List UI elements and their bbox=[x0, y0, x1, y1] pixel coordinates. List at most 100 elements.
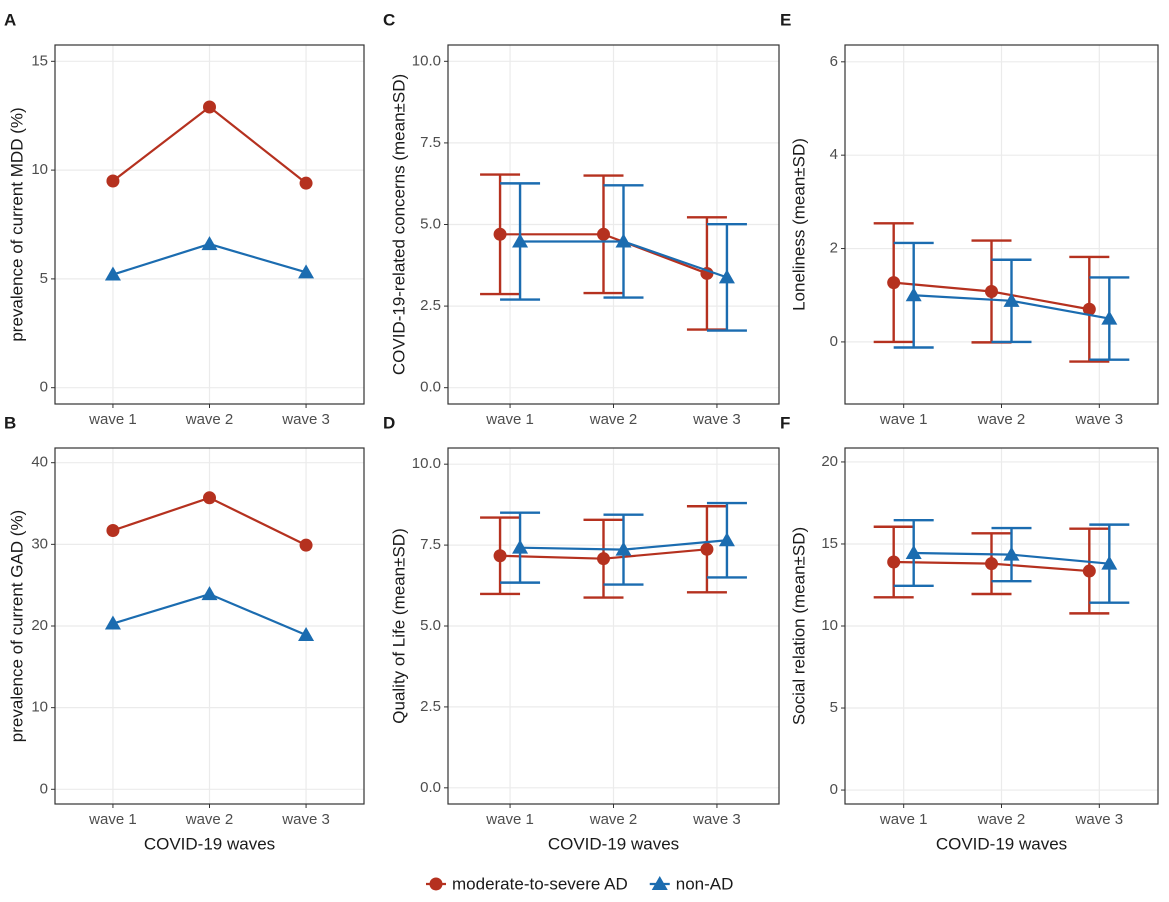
y-tick-label: 10.0 bbox=[412, 455, 441, 472]
y-tick-label: 2 bbox=[830, 240, 838, 257]
y-tick-label: 0 bbox=[830, 333, 838, 350]
x-tick-label: wave 2 bbox=[977, 811, 1026, 828]
y-tick-label: 15 bbox=[821, 535, 838, 552]
point bbox=[299, 538, 313, 552]
point bbox=[203, 100, 216, 114]
point bbox=[106, 523, 120, 537]
x-tick-label: wave 2 bbox=[589, 811, 638, 828]
y-tick-label: 4 bbox=[830, 146, 838, 163]
x-tick-label: wave 2 bbox=[589, 411, 638, 428]
point bbox=[512, 233, 529, 248]
plot-border bbox=[447, 44, 780, 405]
plot-border bbox=[844, 44, 1159, 405]
panel-label: B bbox=[4, 413, 16, 432]
y-tick-label: 7.5 bbox=[420, 134, 441, 151]
point bbox=[887, 555, 901, 569]
y-tick-label: 2.5 bbox=[420, 698, 441, 715]
point bbox=[298, 626, 315, 641]
x-tick-label: wave 2 bbox=[185, 811, 234, 828]
y-tick-label: 10 bbox=[821, 617, 838, 634]
x-tick-label: wave 1 bbox=[485, 811, 534, 828]
x-tick-label: wave 2 bbox=[185, 411, 234, 428]
x-tick-label: wave 1 bbox=[88, 811, 137, 828]
y-tick-label: 2.5 bbox=[420, 297, 441, 314]
point bbox=[615, 233, 632, 248]
panel-label: D bbox=[383, 413, 395, 432]
point bbox=[597, 552, 610, 566]
point bbox=[201, 236, 218, 251]
x-tick-label: wave 3 bbox=[1075, 811, 1124, 828]
x-tick-label: wave 3 bbox=[281, 411, 330, 428]
point bbox=[1101, 555, 1118, 570]
x-tick-label: wave 1 bbox=[88, 411, 137, 428]
x-tick-label: wave 2 bbox=[977, 411, 1026, 428]
x-axis-title: COVID-19 waves bbox=[936, 834, 1067, 853]
point bbox=[493, 549, 507, 563]
y-tick-label: 20 bbox=[31, 617, 48, 634]
point bbox=[905, 544, 922, 559]
y-axis-title: Quality of Life (mean±SD) bbox=[389, 528, 408, 723]
y-tick-label: 10 bbox=[31, 699, 48, 716]
panel-label: E bbox=[780, 10, 791, 29]
legend-label: moderate-to-severe AD bbox=[452, 874, 628, 893]
x-axis-title: COVID-19 waves bbox=[548, 834, 679, 853]
point bbox=[1082, 302, 1096, 316]
y-tick-label: 5 bbox=[40, 270, 48, 287]
legend-label: non-AD bbox=[676, 874, 734, 893]
y-tick-label: 10.0 bbox=[412, 52, 441, 69]
plot-border bbox=[54, 447, 365, 805]
plot-border bbox=[447, 447, 780, 805]
y-tick-label: 0.0 bbox=[420, 379, 441, 396]
y-tick-label: 40 bbox=[31, 454, 48, 471]
x-axis-title: COVID-19 waves bbox=[144, 834, 275, 853]
point bbox=[985, 557, 998, 571]
x-tick-label: wave 3 bbox=[692, 811, 741, 828]
point bbox=[201, 586, 218, 601]
x-tick-label: wave 1 bbox=[879, 811, 928, 828]
y-tick-label: 0 bbox=[40, 780, 48, 797]
point bbox=[493, 227, 507, 241]
point bbox=[718, 269, 735, 284]
x-tick-label: wave 1 bbox=[879, 411, 928, 428]
y-tick-label: 20 bbox=[821, 453, 838, 470]
plot-border bbox=[54, 44, 365, 405]
legend-symbol bbox=[429, 877, 443, 891]
y-tick-label: 15 bbox=[31, 52, 48, 69]
point bbox=[203, 491, 216, 505]
point bbox=[299, 176, 313, 190]
x-tick-label: wave 3 bbox=[281, 811, 330, 828]
point bbox=[1101, 310, 1118, 325]
panel-label: A bbox=[4, 10, 16, 29]
point bbox=[104, 615, 121, 630]
point bbox=[985, 284, 998, 298]
x-tick-label: wave 3 bbox=[692, 411, 741, 428]
y-axis-title: prevalence of current MDD (%) bbox=[7, 107, 26, 341]
y-tick-label: 10 bbox=[31, 161, 48, 178]
point bbox=[1003, 546, 1020, 561]
y-tick-label: 0.0 bbox=[420, 779, 441, 796]
y-tick-label: 0 bbox=[40, 379, 48, 396]
point bbox=[597, 227, 610, 241]
point bbox=[1003, 292, 1020, 307]
panel-label: C bbox=[383, 10, 395, 29]
y-tick-label: 5.0 bbox=[420, 617, 441, 634]
point bbox=[718, 532, 735, 547]
y-tick-label: 5.0 bbox=[420, 215, 441, 232]
plot-border bbox=[844, 447, 1159, 805]
point bbox=[700, 542, 714, 556]
y-axis-title: prevalence of current GAD (%) bbox=[7, 510, 26, 742]
x-tick-label: wave 3 bbox=[1075, 411, 1124, 428]
point bbox=[905, 287, 922, 302]
point bbox=[104, 266, 121, 281]
y-tick-label: 0 bbox=[830, 781, 838, 798]
point bbox=[298, 264, 315, 279]
x-tick-label: wave 1 bbox=[485, 411, 534, 428]
y-axis-title: Loneliness (mean±SD) bbox=[789, 138, 808, 311]
point bbox=[106, 174, 120, 188]
point bbox=[615, 541, 632, 556]
y-tick-label: 6 bbox=[830, 53, 838, 70]
y-axis-title: Social relation (mean±SD) bbox=[789, 527, 808, 725]
point bbox=[887, 276, 901, 290]
y-tick-label: 5 bbox=[830, 699, 838, 716]
